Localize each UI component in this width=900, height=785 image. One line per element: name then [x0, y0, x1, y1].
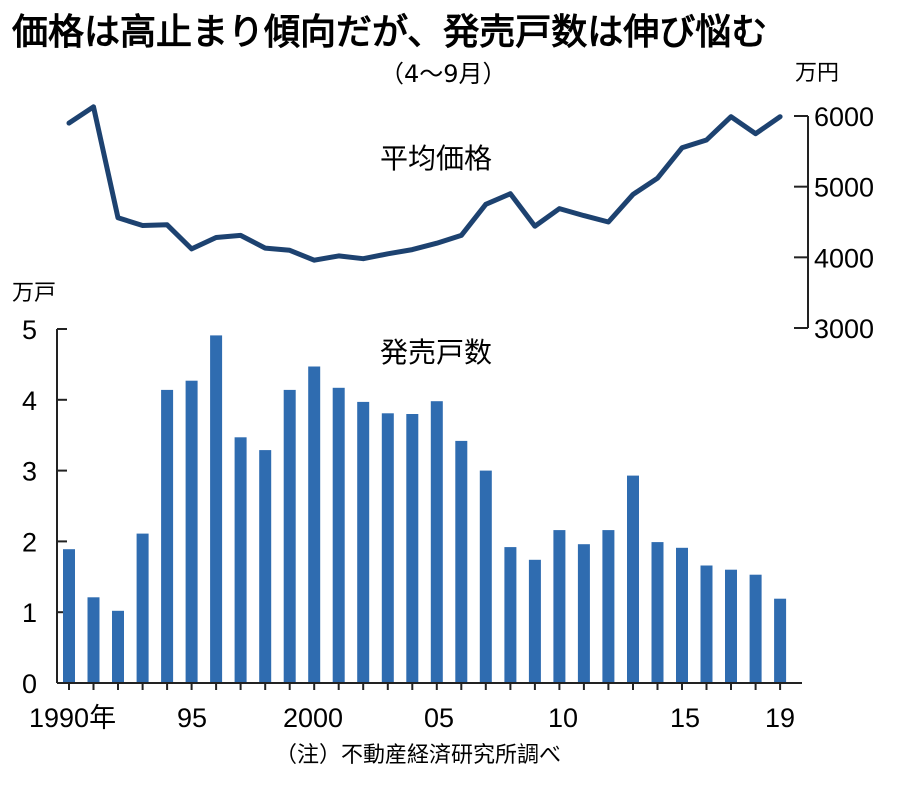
price-point	[435, 241, 439, 245]
source-note: （注）不動産経済研究所調べ	[275, 743, 561, 768]
price-point	[582, 214, 586, 218]
units-bar	[700, 565, 713, 683]
units-bar	[676, 547, 688, 683]
price-tick-label: 3000	[814, 314, 874, 344]
price-points	[67, 105, 782, 262]
units-bar	[234, 437, 247, 683]
x-tick-label: 05	[424, 703, 454, 733]
bars	[63, 335, 787, 683]
price-point	[729, 115, 733, 119]
price-tick-label: 4000	[814, 243, 874, 273]
units-tick-label: 4	[22, 386, 37, 416]
units-bar	[774, 598, 787, 683]
price-point	[337, 254, 341, 258]
price-point	[533, 224, 537, 228]
price-point	[778, 115, 782, 119]
price-point	[141, 224, 145, 227]
x-ticks	[68, 683, 782, 690]
units-bar	[479, 470, 492, 683]
units-bar	[553, 530, 566, 683]
units-bar	[725, 569, 737, 683]
units-tick-label: 0	[22, 669, 37, 699]
units-bar	[528, 559, 541, 683]
price-point	[754, 132, 758, 136]
x-tick-label: 2000	[283, 703, 343, 733]
price-point	[705, 138, 708, 142]
x-tick-label: 95	[177, 703, 207, 733]
units-bar	[259, 450, 272, 683]
price-point	[557, 207, 561, 211]
units-bar	[577, 544, 590, 683]
price-point	[239, 233, 243, 237]
price-tick-label: 6000	[814, 102, 874, 132]
units-bar	[602, 530, 615, 683]
units-bar	[357, 401, 370, 683]
price-point	[410, 248, 414, 252]
x-tick-label: 10	[548, 703, 578, 733]
price-point	[312, 258, 316, 262]
units-bar	[406, 414, 419, 683]
units-bar	[210, 335, 223, 683]
units-bar	[308, 366, 321, 683]
units-y-ticks: 5 4 3 2 1 0	[22, 315, 67, 699]
price-point	[680, 146, 684, 150]
units-bar	[430, 401, 443, 683]
units-bar	[332, 387, 345, 683]
price-point	[361, 257, 365, 261]
price-series-line	[66, 104, 783, 263]
price-point	[656, 176, 659, 180]
price-point	[92, 105, 95, 109]
price-point	[386, 252, 390, 256]
price-point	[606, 220, 610, 224]
price-tick-label: 5000	[814, 173, 874, 203]
units-bar	[136, 533, 149, 683]
units-bar	[112, 610, 124, 683]
units-tick-label: 3	[22, 457, 37, 487]
units-tick-label: 5	[22, 315, 37, 345]
chart-subtitle: （4〜9月）	[380, 60, 507, 88]
price-point	[631, 192, 635, 196]
x-tick-label: 19	[765, 703, 795, 733]
price-point	[67, 121, 71, 125]
units-tick-label: 1	[22, 598, 37, 628]
units-bar	[381, 413, 394, 683]
units-bar	[627, 475, 639, 683]
units-tick-label: 2	[22, 527, 37, 557]
price-point	[214, 236, 218, 239]
units-bar	[651, 542, 664, 683]
x-tick-label: 15	[670, 703, 700, 733]
units-bar	[161, 389, 174, 683]
price-unit-label: 万円	[795, 61, 839, 86]
price-point	[288, 248, 292, 252]
price-y-ticks: 6000 5000 4000 3000	[794, 102, 874, 344]
units-bar	[185, 380, 198, 683]
price-point	[165, 223, 169, 227]
price-point	[190, 247, 194, 251]
chart-title: 価格は高止まり傾向だが、発売戸数は伸び悩む	[11, 12, 767, 53]
units-bar	[63, 549, 75, 683]
units-unit-label: 万戸	[12, 281, 56, 306]
price-series-label: 平均価格	[380, 142, 492, 175]
units-bar	[283, 389, 296, 683]
price-point	[484, 202, 488, 206]
price-point	[508, 192, 512, 196]
x-tick-label: 1990年	[29, 703, 116, 733]
units-bar	[455, 440, 468, 683]
units-series-label: 発売戸数	[380, 336, 492, 369]
units-bar	[749, 574, 762, 683]
units-bar	[504, 547, 517, 683]
price-point	[116, 216, 120, 220]
price-point	[263, 246, 267, 250]
price-point	[459, 233, 463, 237]
units-bar	[87, 597, 100, 683]
